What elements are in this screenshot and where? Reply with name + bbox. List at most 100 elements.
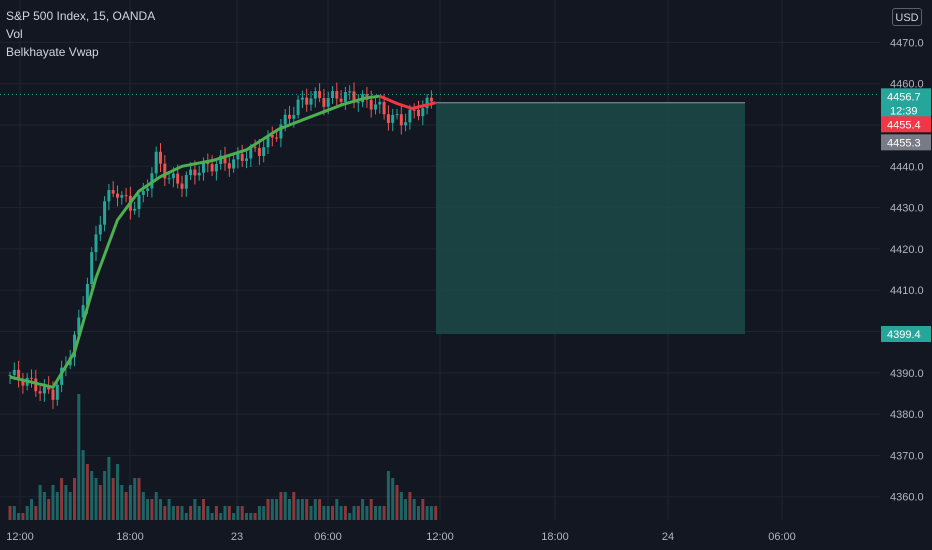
candle-body [60, 367, 64, 385]
volume-bar [279, 492, 283, 520]
volume-bar [219, 513, 223, 520]
volume-bar [171, 506, 175, 520]
candle-body [322, 98, 326, 107]
candle-body [107, 190, 111, 202]
volume-bar [399, 492, 403, 520]
volume-bar [94, 478, 98, 520]
volume-bar [21, 513, 25, 520]
volume-bar [292, 492, 296, 520]
volume-bar [270, 499, 274, 520]
volume-bar [17, 513, 21, 520]
vwap-indicator-label[interactable]: Belkhayate Vwap [6, 45, 99, 59]
candle-body [223, 155, 227, 164]
candle-body [116, 193, 119, 198]
volume-bar [266, 499, 270, 520]
candle-body [318, 91, 322, 99]
volume-bar [8, 506, 12, 520]
candle-body [73, 334, 76, 358]
candle-body [85, 284, 89, 306]
volume-bar [111, 478, 115, 520]
volume-bar [73, 478, 76, 520]
volume-bar [133, 478, 137, 520]
volume-bar [249, 513, 253, 520]
candle-body [369, 99, 373, 110]
volume-bar [356, 506, 360, 520]
volume-bar [197, 506, 201, 520]
candle-body [171, 173, 175, 179]
volume-indicator-label[interactable]: Vol [6, 27, 23, 41]
volume-bar [30, 499, 33, 520]
candle-body [275, 137, 279, 139]
y-tick-label: 4430.0 [890, 203, 924, 215]
x-tick-label: 06:00 [314, 531, 342, 543]
candle-body [90, 252, 94, 285]
volume-bar [374, 506, 377, 520]
candle-body [180, 183, 184, 189]
x-tick-label: 23 [231, 531, 243, 543]
candle-body [38, 391, 42, 394]
candle-body [206, 161, 210, 165]
volume-bar [262, 506, 266, 520]
candle-body [382, 101, 386, 115]
candle-body [189, 169, 193, 176]
volume-bar [34, 506, 38, 520]
volume-bar [395, 485, 399, 520]
volume-bar [141, 492, 145, 520]
volume-bar [412, 499, 416, 520]
volume-bar [64, 485, 68, 520]
volume-bar [275, 499, 279, 520]
volume-bar [326, 506, 330, 520]
volume-bar [369, 499, 373, 520]
candle-body [421, 108, 425, 117]
volume-bar [128, 485, 132, 520]
candle-body [356, 102, 360, 104]
candle-body [288, 114, 291, 119]
volume-bar [154, 492, 158, 520]
volume-bar [236, 506, 240, 520]
x-tick-label: 18:00 [116, 531, 144, 543]
candle-body [111, 190, 115, 194]
candle-body [279, 124, 283, 139]
volume-bar [202, 499, 205, 520]
candle-body [378, 101, 382, 105]
volume-bar [305, 499, 309, 520]
candle-body [236, 153, 240, 160]
volume-bar [352, 506, 356, 520]
volume-bar [116, 464, 119, 520]
vwap-line [9, 94, 381, 389]
candle-body [159, 151, 162, 164]
currency-button[interactable]: USD [892, 8, 922, 26]
volume-bar [296, 499, 300, 520]
volume-bar [81, 450, 85, 520]
volume-bar [167, 499, 171, 520]
candle-body [300, 97, 304, 100]
y-tick-label: 4470.0 [890, 37, 924, 49]
chart-legend: S&P 500 Index, 15, OANDA Vol Belkhayate … [6, 7, 155, 61]
candle-body [154, 151, 158, 174]
candle-body [391, 114, 395, 123]
volume-bar [25, 506, 29, 520]
candle-body [292, 115, 296, 119]
symbol-title[interactable]: S&P 500 Index, 15, OANDA [6, 9, 156, 23]
x-tick-label: 18:00 [541, 531, 569, 543]
candle-body [412, 109, 416, 111]
candle-body [98, 224, 102, 235]
candle-body [30, 377, 33, 379]
candle-body [270, 134, 274, 138]
candle-body [146, 188, 150, 191]
volume-bar [434, 506, 438, 520]
candle-body [197, 172, 201, 176]
volume-bar [391, 478, 395, 520]
volume-bar [257, 506, 261, 520]
candle-body [8, 374, 12, 376]
volume-bar [180, 506, 184, 520]
volume-bar [42, 492, 46, 520]
volume-bar [189, 506, 193, 520]
candle-body [429, 97, 433, 102]
y-tick-label: 4390.0 [890, 368, 924, 380]
candle-body [343, 92, 347, 102]
candle-body [296, 99, 300, 116]
candle-body [210, 164, 214, 172]
